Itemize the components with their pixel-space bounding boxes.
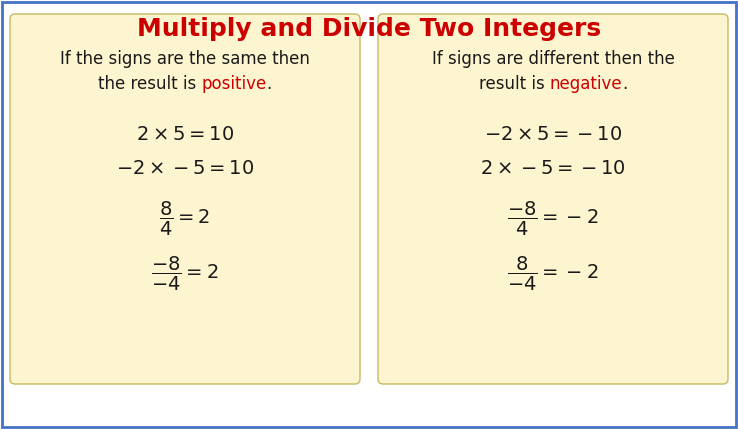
Text: .: .	[622, 75, 627, 93]
Text: $-2\times-5=10$: $-2\times-5=10$	[116, 160, 254, 178]
Text: $\dfrac{-8}{4}=-2$: $\dfrac{-8}{4}=-2$	[507, 200, 599, 238]
Text: Multiply and Divide Two Integers: Multiply and Divide Two Integers	[137, 17, 601, 41]
Text: If signs are different then the: If signs are different then the	[432, 50, 675, 68]
Text: positive: positive	[201, 75, 266, 93]
Text: $\dfrac{8}{-4}=-2$: $\dfrac{8}{-4}=-2$	[507, 255, 599, 293]
Text: $-2\times5=-10$: $-2\times5=-10$	[484, 124, 622, 143]
Text: $\dfrac{8}{4}=2$: $\dfrac{8}{4}=2$	[159, 200, 210, 238]
FancyBboxPatch shape	[378, 14, 728, 384]
Text: negative: negative	[550, 75, 622, 93]
Text: $2\times5=10$: $2\times5=10$	[136, 124, 234, 143]
Text: $2\times-5=-10$: $2\times-5=-10$	[480, 160, 626, 178]
Text: If the signs are the same then: If the signs are the same then	[60, 50, 310, 68]
FancyBboxPatch shape	[10, 14, 360, 384]
Text: .: .	[266, 75, 272, 93]
Text: the result is: the result is	[98, 75, 201, 93]
Text: result is: result is	[478, 75, 550, 93]
Text: $\dfrac{-8}{-4}=2$: $\dfrac{-8}{-4}=2$	[151, 255, 218, 293]
